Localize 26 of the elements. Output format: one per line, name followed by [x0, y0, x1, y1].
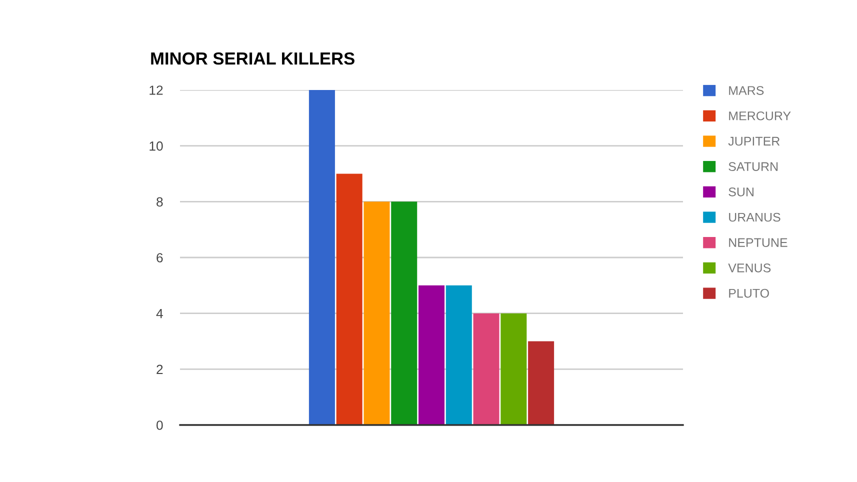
legend-label: PLUTO: [729, 288, 769, 298]
legend-label: MERCURY: [729, 111, 791, 120]
y-tick-label: 10: [150, 141, 163, 151]
legend-label: JUPITER: [728, 136, 780, 146]
chart-title: MINOR SERIAL KILLERS: [151, 52, 354, 65]
bar: [473, 313, 500, 425]
y-tick-label: 12: [150, 86, 163, 95]
bar: [528, 341, 554, 425]
legend-label: VENUS: [728, 264, 771, 272]
y-tick-label: 8: [156, 197, 163, 207]
y-tick-label: 4: [156, 309, 163, 318]
bar: [418, 285, 445, 425]
y-tick-label: 2: [156, 364, 163, 374]
bar: [336, 174, 362, 425]
legend-label: SUN: [728, 187, 754, 196]
legend-label: NEPTUNE: [729, 238, 788, 248]
bar: [364, 202, 390, 425]
bar: [391, 202, 418, 425]
bar: [500, 313, 527, 425]
bar: [446, 285, 472, 425]
legend-label: SATURN: [728, 162, 778, 171]
legend-label: URANUS: [729, 212, 780, 222]
y-tick-label: 6: [156, 253, 163, 262]
legend-label: MARS: [729, 86, 764, 95]
bar: [308, 90, 335, 425]
y-tick-label: 0: [156, 420, 163, 430]
